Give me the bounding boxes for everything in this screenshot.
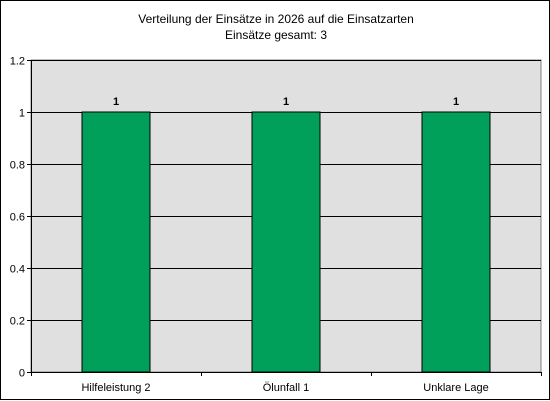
bar bbox=[421, 111, 491, 373]
data-label: 1 bbox=[453, 96, 459, 108]
bar bbox=[251, 111, 321, 373]
y-tick-label: 0.6 bbox=[10, 212, 25, 224]
chart-subtitle: Einsätze gesamt: 3 bbox=[225, 28, 327, 42]
y-tick-label: 0.4 bbox=[10, 264, 25, 276]
bar bbox=[81, 111, 151, 373]
x-category-label: Unklare Lage bbox=[423, 382, 488, 394]
y-tick-label: 0.8 bbox=[10, 160, 25, 172]
y-tick-label: 1 bbox=[19, 108, 25, 120]
data-label: 1 bbox=[283, 96, 289, 108]
x-category-label: Ölunfall 1 bbox=[263, 382, 309, 394]
chart-title: Verteilung der Einsätze in 2026 auf die … bbox=[138, 12, 414, 26]
y-tick-label: 0 bbox=[19, 368, 25, 380]
data-label: 1 bbox=[113, 96, 119, 108]
plot-area: 0 0.2 0.4 0.6 0.8 1 1.2 1 Hilfeleistung 2 1 Ölunfa… bbox=[10, 56, 542, 394]
y-tick-label: 1.2 bbox=[10, 56, 25, 68]
x-category-label: Hilfeleistung 2 bbox=[81, 382, 150, 394]
y-tick-label: 0.2 bbox=[10, 316, 25, 328]
